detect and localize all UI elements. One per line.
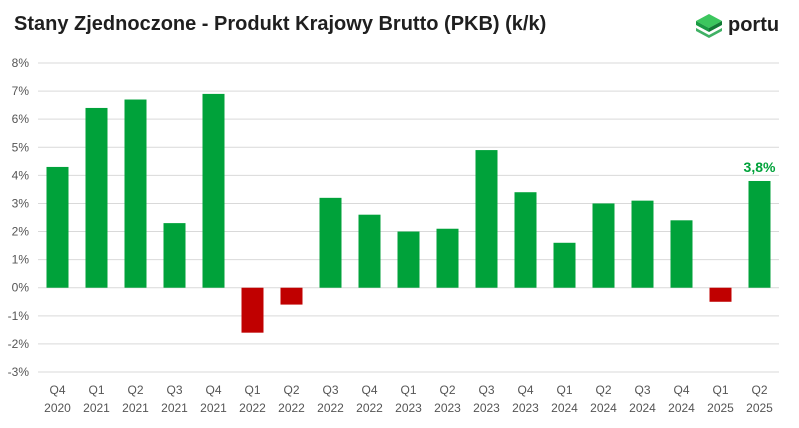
bar[interactable] [319, 197, 342, 288]
x-tick-year: 2025 [746, 401, 773, 415]
x-tick-quarter: Q3 [166, 383, 182, 397]
cube-logo-icon [696, 14, 722, 38]
y-tick-label: 2% [12, 225, 30, 239]
y-tick-label: 5% [12, 140, 30, 154]
x-tick-quarter: Q3 [634, 383, 650, 397]
x-tick-year: 2023 [434, 401, 461, 415]
gridlines [38, 62, 779, 373]
y-tick-label: 0% [12, 281, 30, 295]
x-axis-ticks: Q4 2020 Q1 2021 Q2 2021 Q3 2021 Q4 2021 Q1 2022 Q2 20… [44, 383, 773, 415]
bar[interactable] [280, 287, 303, 305]
y-tick-label: 6% [12, 112, 30, 126]
x-tick-year: 2024 [668, 401, 695, 415]
x-tick-quarter: Q1 [400, 383, 416, 397]
x-tick-year: 2020 [44, 401, 71, 415]
y-tick-label: -3% [8, 365, 30, 379]
x-tick-quarter: Q2 [127, 383, 143, 397]
x-tick-year: 2022 [239, 401, 266, 415]
data-label: 3,8% [744, 159, 776, 175]
bar[interactable] [475, 150, 498, 288]
y-tick-label: 7% [12, 84, 30, 98]
bar[interactable] [124, 99, 147, 288]
bar[interactable] [592, 203, 615, 288]
y-tick-label: 3% [12, 196, 30, 210]
bar[interactable] [163, 223, 186, 288]
brand-name: portu [728, 13, 780, 36]
y-axis-ticks: 8% 7% 6% 5% 4% 3% 2% 1% 0% -1% -2% -3% [8, 56, 30, 379]
x-tick-quarter: Q2 [283, 383, 299, 397]
x-tick-quarter: Q4 [49, 383, 65, 397]
x-tick-year: 2022 [356, 401, 383, 415]
x-tick-year: 2023 [395, 401, 422, 415]
y-tick-label: 1% [12, 253, 30, 267]
bar[interactable] [670, 220, 693, 288]
y-tick-label: -1% [8, 309, 30, 323]
x-tick-year: 2024 [590, 401, 617, 415]
x-tick-quarter: Q1 [244, 383, 260, 397]
x-tick-year: 2024 [629, 401, 656, 415]
x-tick-quarter: Q2 [439, 383, 455, 397]
bars [46, 93, 771, 333]
x-tick-year: 2023 [473, 401, 500, 415]
bar[interactable] [631, 200, 654, 288]
x-tick-year: 2023 [512, 401, 539, 415]
y-tick-label: 8% [12, 56, 30, 70]
y-tick-label: 4% [12, 168, 30, 182]
bar[interactable] [358, 214, 381, 288]
x-tick-quarter: Q2 [595, 383, 611, 397]
bar[interactable] [397, 231, 420, 288]
x-tick-quarter: Q4 [361, 383, 377, 397]
data-labels: 3,8% [744, 159, 776, 175]
portu-logo[interactable]: portu [693, 10, 779, 44]
x-tick-year: 2021 [122, 401, 149, 415]
bar[interactable] [748, 180, 771, 288]
x-tick-quarter: Q4 [673, 383, 689, 397]
bar[interactable] [202, 93, 225, 288]
bar[interactable] [709, 287, 732, 302]
x-tick-quarter: Q4 [517, 383, 533, 397]
y-tick-label: -2% [8, 337, 30, 351]
x-tick-year: 2025 [707, 401, 734, 415]
x-tick-quarter: Q4 [205, 383, 221, 397]
x-tick-quarter: Q3 [478, 383, 494, 397]
x-tick-year: 2021 [83, 401, 110, 415]
x-tick-year: 2021 [200, 401, 227, 415]
x-tick-quarter: Q1 [556, 383, 572, 397]
bar[interactable] [436, 228, 459, 288]
chart-title: Stany Zjednoczone - Produkt Krajowy Brut… [14, 13, 547, 35]
x-tick-quarter: Q2 [751, 383, 767, 397]
x-tick-quarter: Q1 [88, 383, 104, 397]
bar[interactable] [514, 192, 537, 288]
x-tick-year: 2022 [317, 401, 344, 415]
x-tick-quarter: Q3 [322, 383, 338, 397]
x-tick-quarter: Q1 [712, 383, 728, 397]
x-tick-year: 2021 [161, 401, 188, 415]
bar[interactable] [85, 107, 108, 288]
x-tick-year: 2022 [278, 401, 305, 415]
bar[interactable] [553, 242, 576, 288]
bar[interactable] [46, 166, 69, 288]
x-tick-year: 2024 [551, 401, 578, 415]
bar[interactable] [241, 287, 264, 333]
